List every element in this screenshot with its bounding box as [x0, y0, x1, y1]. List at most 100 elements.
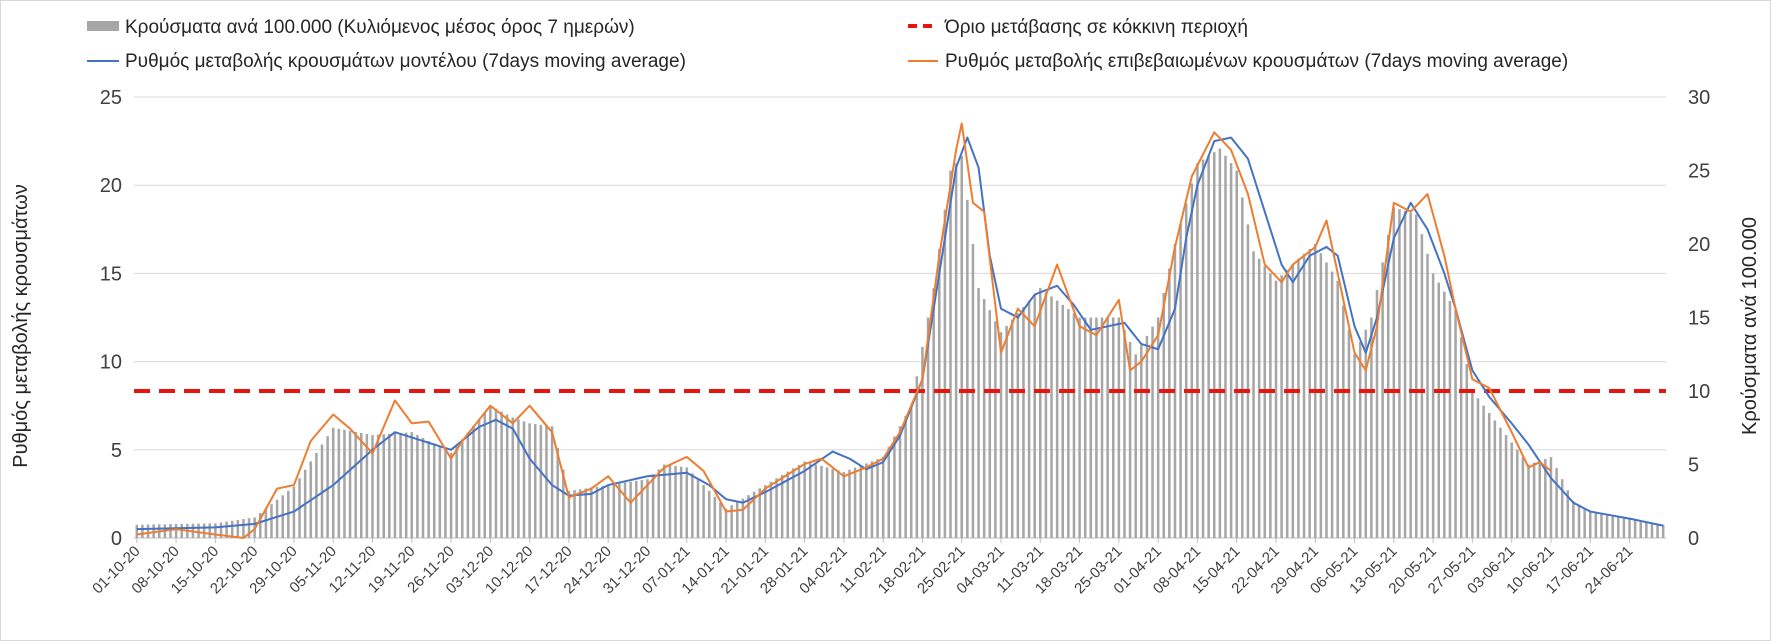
bar — [915, 376, 919, 538]
bar — [932, 288, 935, 538]
bar — [1072, 313, 1076, 538]
bar — [1482, 405, 1485, 538]
bar — [786, 471, 790, 538]
bar — [792, 468, 795, 538]
y-right-tick-label: 15 — [1688, 308, 1710, 330]
bar — [1566, 490, 1570, 538]
bar — [550, 426, 554, 538]
bar — [1633, 519, 1637, 538]
bar — [556, 447, 559, 538]
bar — [1375, 289, 1379, 538]
bar — [719, 502, 722, 538]
bar — [1370, 317, 1373, 538]
bar — [775, 478, 778, 538]
bar — [1437, 282, 1440, 538]
bar — [1605, 514, 1609, 538]
bar — [371, 435, 374, 538]
bar — [999, 332, 1003, 538]
bar — [1285, 269, 1289, 538]
y-axis-left-title: Ρυθμός μεταβολής κρουσμάτων — [10, 184, 32, 468]
bar — [1201, 159, 1205, 539]
bar — [219, 522, 223, 538]
bar — [1532, 462, 1536, 538]
bar — [562, 469, 565, 538]
bar — [691, 473, 694, 538]
bar — [573, 490, 576, 538]
bar — [881, 457, 885, 538]
bar — [1016, 313, 1020, 538]
bar — [1050, 296, 1053, 538]
bar — [404, 432, 408, 538]
bar — [242, 519, 245, 538]
bar — [1022, 307, 1025, 538]
bar — [612, 484, 616, 538]
bar — [685, 467, 689, 538]
bar — [354, 431, 357, 538]
bar — [1207, 155, 1210, 539]
bar — [399, 433, 402, 538]
bar — [898, 426, 902, 538]
y-right-tick-label: 5 — [1688, 455, 1699, 477]
bar — [208, 523, 212, 538]
bar — [416, 435, 419, 538]
bar — [500, 411, 503, 538]
line-series — [136, 122, 1664, 539]
bar — [1190, 183, 1194, 539]
bar — [1555, 468, 1558, 538]
bar — [831, 468, 834, 538]
bar — [679, 466, 683, 538]
bar — [1218, 148, 1222, 538]
bar — [730, 505, 733, 538]
bar — [1454, 310, 1457, 538]
bar — [348, 430, 352, 538]
bar — [634, 480, 638, 538]
bar — [674, 465, 677, 538]
bar — [472, 425, 475, 538]
bar — [1516, 449, 1519, 538]
bar — [949, 170, 952, 538]
bar — [1134, 354, 1137, 538]
bar — [1544, 458, 1547, 538]
legend-label-bars: Κρούσματα ανά 100.000 (Κυλιόμενος μέσος … — [125, 17, 635, 38]
bar — [646, 479, 649, 538]
bar — [1005, 325, 1008, 538]
bar — [623, 482, 627, 538]
bar — [1252, 251, 1255, 538]
bar — [1095, 317, 1098, 538]
bar — [1100, 317, 1104, 538]
y-right-tick-label: 10 — [1688, 381, 1710, 403]
bar — [270, 504, 273, 538]
bar — [848, 469, 851, 538]
bar — [1342, 305, 1345, 538]
bar — [618, 483, 621, 538]
bar — [943, 209, 947, 538]
bar — [747, 495, 750, 538]
bar — [1521, 457, 1525, 538]
y-left-tick-label: 10 — [100, 352, 122, 374]
bar — [1409, 212, 1412, 538]
bar — [1583, 508, 1586, 538]
bar — [1577, 504, 1581, 538]
y-left-tick-label: 20 — [100, 175, 122, 197]
bar — [1319, 253, 1323, 538]
bar — [1650, 522, 1654, 538]
bar — [264, 508, 268, 538]
bar — [1302, 253, 1306, 539]
bar — [421, 438, 425, 538]
bar — [539, 424, 543, 538]
bar — [595, 486, 599, 538]
bar — [893, 436, 896, 538]
bar — [326, 436, 329, 538]
bar — [724, 508, 728, 538]
bar — [1083, 317, 1087, 538]
bar — [489, 405, 492, 538]
legend: Κρούσματα ανά 100.000 (Κυλιόμενος μέσος … — [87, 17, 1568, 72]
bar — [926, 317, 930, 538]
bar — [1089, 317, 1093, 538]
bar — [1358, 342, 1362, 538]
bar — [410, 432, 414, 538]
bar — [1168, 268, 1171, 538]
bar — [1055, 300, 1059, 538]
bar — [1538, 460, 1541, 538]
bar — [320, 444, 324, 538]
